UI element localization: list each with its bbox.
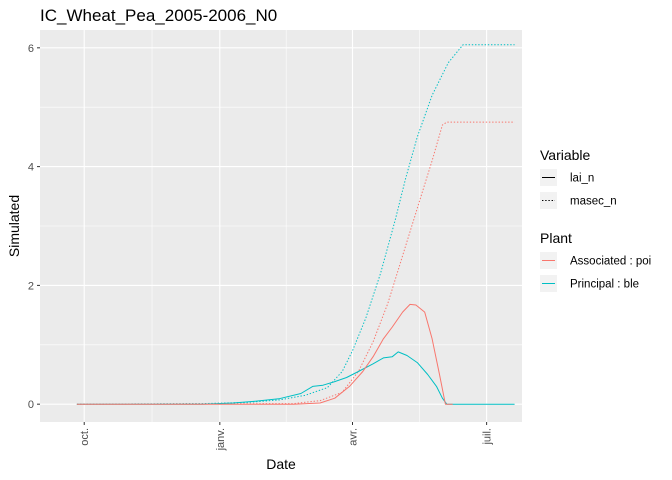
y-tick-label: 4: [28, 162, 34, 174]
series-line-masec_n-principal: [76, 44, 515, 405]
grid-lines: [40, 30, 522, 422]
y-tick-label: 6: [28, 43, 34, 55]
legend-label: Principal : ble: [570, 279, 639, 291]
legend-label: masec_n: [570, 196, 617, 208]
axes: 0 2 4 6 oct. janv. avr. juil.: [28, 43, 494, 452]
legend-title: Variable: [540, 147, 591, 163]
x-tick-label: juil.: [482, 428, 494, 446]
y-tick-label: 2: [28, 280, 34, 292]
x-tick-label: oct.: [79, 428, 91, 446]
x-tick-label: janv.: [215, 428, 227, 451]
y-axis-title: Simulated: [6, 195, 22, 257]
chart-title: IC_Wheat_Pea_2005-2006_N0: [40, 6, 277, 25]
series-line-lai_n-associated: [76, 303, 453, 405]
y-tick-label: 0: [28, 399, 34, 411]
legend: Variable lai_n masec_n Plant Associated : po…: [540, 147, 651, 292]
legend-title: Plant: [540, 230, 572, 246]
series-line-masec_n-associated: [76, 121, 515, 405]
legend-label: lai_n: [570, 173, 594, 185]
legend-label: Associated : poi: [570, 256, 651, 268]
x-tick-label: avr.: [347, 428, 359, 446]
x-axis-title: Date: [266, 456, 296, 472]
series-lines: [76, 44, 515, 405]
